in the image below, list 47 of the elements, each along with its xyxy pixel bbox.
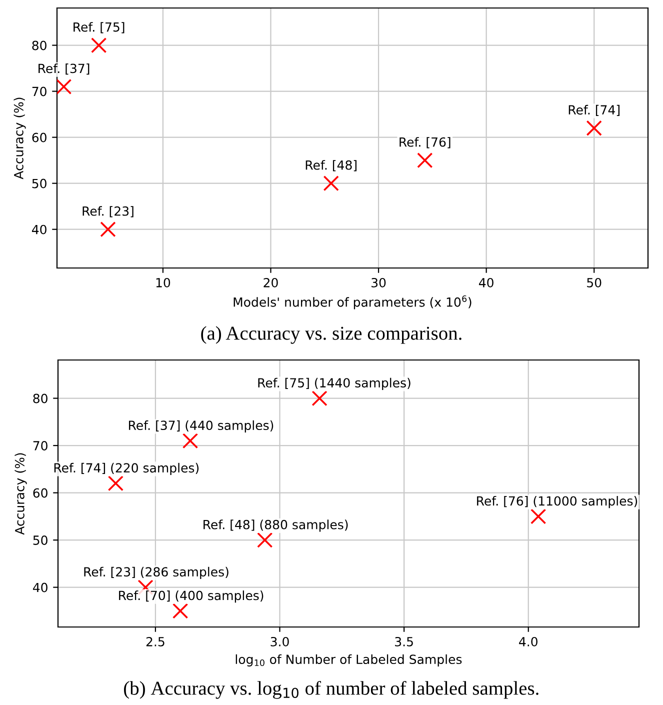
- y-tick-label: 70: [33, 441, 48, 450]
- annotation: Ref. [48]: [306, 160, 356, 172]
- point: [312, 390, 328, 406]
- y-axis-title: Accuracy (%): [14, 453, 27, 535]
- y-axis-title: Accuracy (%): [14, 98, 26, 180]
- text: (a) Accuracy vs. size comparison.: [201, 326, 462, 344]
- annotation: Ref. [37]: [38, 63, 90, 75]
- y-tick-label: 60: [32, 132, 46, 142]
- text: (b) Accuracy vs. log$_{10}$ of number of labeled samples.: [124, 680, 538, 699]
- y-tick-label: 80: [33, 394, 48, 404]
- annotation: Ref. [23]: [82, 206, 134, 218]
- x-axis-title: log$_{10}$ of Number of Labeled Samples: [236, 654, 462, 666]
- point: [586, 120, 602, 136]
- annotation: Ref. [48] (880 samples): [204, 520, 348, 532]
- point: [256, 532, 273, 548]
- point: [100, 221, 116, 238]
- x-tick-label: 3.5: [395, 636, 413, 646]
- annotation: Ref. [76]: [400, 137, 450, 148]
- x-tick-label: 2.5: [146, 636, 164, 646]
- y-tick-label: 40: [32, 224, 46, 234]
- x-tick-label: 30: [372, 278, 386, 288]
- x-tick-label: 50: [587, 278, 602, 288]
- point: [90, 37, 107, 54]
- annotation: Ref. [76] (11000 samples): [477, 496, 638, 508]
- point: [182, 432, 198, 449]
- y-tick-label: 80: [32, 40, 46, 50]
- annotation: Ref. [74] (220 samples): [54, 462, 199, 476]
- annotation: Ref. [37] (440 samples): [128, 420, 274, 432]
- x-axis-title: Models' number of parameters (x 10$^{6}$): [234, 295, 472, 310]
- y-tick-label: 50: [32, 178, 46, 188]
- annotation: Ref. [75]: [74, 22, 124, 34]
- x-tick-label: 4.0: [519, 636, 538, 646]
- annotation: Ref. [74]: [568, 104, 620, 116]
- y-tick-label: 40: [32, 582, 48, 592]
- point: [417, 152, 433, 168]
- point: [57, 78, 72, 95]
- y-tick-label: 60: [33, 488, 48, 498]
- x-tick-label: 40: [478, 278, 494, 288]
- x-tick-label: 3.0: [270, 636, 289, 646]
- y-tick-label: 70: [32, 86, 46, 96]
- x-tick-label: 20: [264, 278, 278, 288]
- annotation: Ref. [75] (1440 samples): [258, 378, 410, 390]
- annotation: Ref. [23] (286 samples): [84, 566, 228, 579]
- annotation: Ref. [70] (400 samples): [119, 590, 264, 603]
- x-tick-label: 10: [156, 278, 170, 288]
- y-tick-label: 50: [33, 536, 48, 545]
- point: [323, 175, 339, 192]
